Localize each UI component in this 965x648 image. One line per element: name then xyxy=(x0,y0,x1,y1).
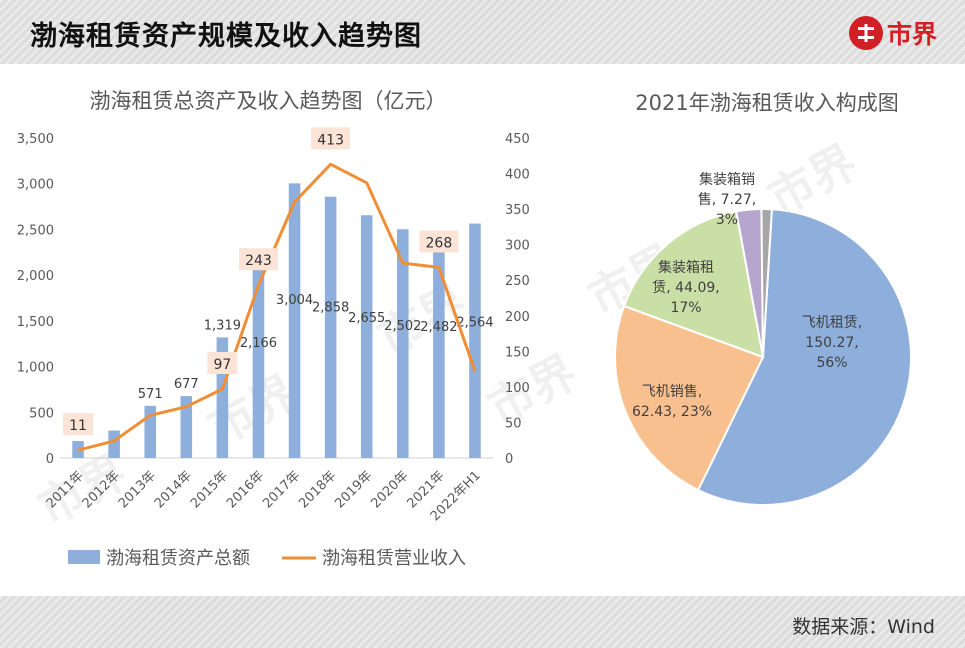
pie-slice-label: 飞机租赁, xyxy=(802,315,862,331)
bar-data-label: 571 xyxy=(138,387,163,402)
y-right-tick-label: 300 xyxy=(505,239,530,254)
legend-line-label: 渤海租赁营业收入 xyxy=(322,548,466,569)
page-title: 渤海租赁资产规模及收入趋势图 xyxy=(30,21,422,52)
line-label-box xyxy=(238,248,278,271)
y-left-tick-label: 1,000 xyxy=(17,361,54,376)
bar-mark xyxy=(288,183,301,458)
bar-data-label: 2,482 xyxy=(420,320,457,335)
bar-data-label: 2,166 xyxy=(240,336,277,351)
y-right-tick-label: 400 xyxy=(505,168,530,183)
legend-bar-label: 渤海租赁资产总额 xyxy=(106,548,250,569)
y-left-tick-label: 0 xyxy=(46,452,54,467)
pie-slice xyxy=(622,210,765,359)
bar-mark xyxy=(433,231,445,458)
bar-mark xyxy=(144,405,156,458)
y-right-tick-label: 50 xyxy=(505,416,522,431)
x-tick-label: 2019年 xyxy=(332,468,375,511)
chart-area: 市界 市界 市界 市界 市界 市界 渤海租赁总资产及收入趋势图（亿元） 0 500 1,000 1… xyxy=(0,64,965,596)
dollar-s-icon xyxy=(848,16,883,50)
bar-data-label: 2,858 xyxy=(312,301,349,316)
x-tick-label: 2015年 xyxy=(188,468,231,511)
logo-text: 市界 xyxy=(886,20,937,49)
combo-chart: 渤海租赁总资产及收入趋势图（亿元）05001,0001,5002,0002,50… xyxy=(17,89,530,569)
y-right-tick-label: 450 xyxy=(505,132,530,147)
watermark-text: 市界 xyxy=(479,344,586,435)
pie-slice-label: 62.43, 23% xyxy=(632,404,712,420)
bar-data-label: 3,004 xyxy=(276,293,313,308)
y-right-tick-label: 0 xyxy=(505,452,513,467)
bar-data-label: 2,655 xyxy=(348,311,385,326)
x-tick-label: 2014年 xyxy=(152,468,195,511)
bar-mark xyxy=(397,229,409,458)
bar-mark xyxy=(180,396,193,458)
line-label-box xyxy=(63,413,94,436)
bar-data-label: 2,564 xyxy=(456,316,493,331)
bar-mark xyxy=(469,223,481,458)
bar-data-label: 677 xyxy=(174,377,199,392)
line-data-label: 243 xyxy=(245,253,272,269)
x-tick-label: 2018年 xyxy=(296,468,339,511)
line-label-box xyxy=(207,352,238,375)
brand-logo: 市界 xyxy=(848,14,937,52)
y-left-tick-label: 3,000 xyxy=(17,178,54,193)
pie-slice-label: 集装箱租 xyxy=(658,259,714,276)
pie-slice-label: 赁, 44.09, xyxy=(652,280,719,296)
y-right-tick-label: 250 xyxy=(505,274,530,289)
y-left-tick-label: 500 xyxy=(29,406,54,421)
y-left-tick-label: 2,000 xyxy=(17,269,54,284)
y-right-tick-label: 350 xyxy=(505,203,530,218)
bar-data-label: 2,502 xyxy=(384,319,421,334)
y-left-tick-label: 1,500 xyxy=(17,315,54,330)
y-right-tick-label: 200 xyxy=(505,310,530,325)
combo-chart-title: 渤海租赁总资产及收入趋势图（亿元） xyxy=(90,89,447,113)
line-data-label: 97 xyxy=(213,357,231,373)
pie-chart-title: 2021年渤海租赁收入构成图 xyxy=(635,91,898,115)
y-right-tick-label: 150 xyxy=(505,345,530,360)
header-bar xyxy=(0,0,965,64)
y-left-tick-label: 2,500 xyxy=(17,223,54,238)
bar-mark xyxy=(252,259,265,458)
pie-slice-label: 17% xyxy=(670,300,701,316)
y-right-tick-label: 100 xyxy=(505,381,530,396)
pie-slice-label: 集装箱销 xyxy=(699,171,755,188)
bar-data-label: 1,319 xyxy=(204,318,241,333)
line-data-label: 268 xyxy=(426,235,453,251)
line-label-box xyxy=(311,127,351,150)
legend-bar-swatch xyxy=(68,550,100,564)
x-tick-label: 2017年 xyxy=(260,468,303,511)
data-source: 数据来源：Wind xyxy=(792,616,935,638)
line-label-box xyxy=(419,230,459,253)
pie-slice-label: 飞机销售, xyxy=(642,384,702,400)
line-series xyxy=(77,162,477,452)
pie-slice-label: 3% xyxy=(716,212,738,228)
pie-slice xyxy=(696,208,912,506)
bar-mark xyxy=(108,430,120,458)
pie-slice xyxy=(760,208,773,358)
line-data-label: 11 xyxy=(69,418,87,434)
pie-slice-label: 56% xyxy=(816,355,847,371)
pie-slice-label: 150.27, xyxy=(805,335,858,351)
bar-mark xyxy=(360,215,373,458)
pie-slice-label: 售, 7.27, xyxy=(698,192,757,208)
bar-mark xyxy=(324,196,337,458)
line-data-label: 413 xyxy=(317,132,344,148)
bar-mark xyxy=(216,337,229,458)
y-left-tick-label: 3,500 xyxy=(17,132,54,147)
x-tick-label: 2016年 xyxy=(224,468,267,511)
footer-bar xyxy=(0,596,965,648)
x-tick-label: 2020年 xyxy=(368,468,411,511)
pie-slice xyxy=(614,304,765,492)
